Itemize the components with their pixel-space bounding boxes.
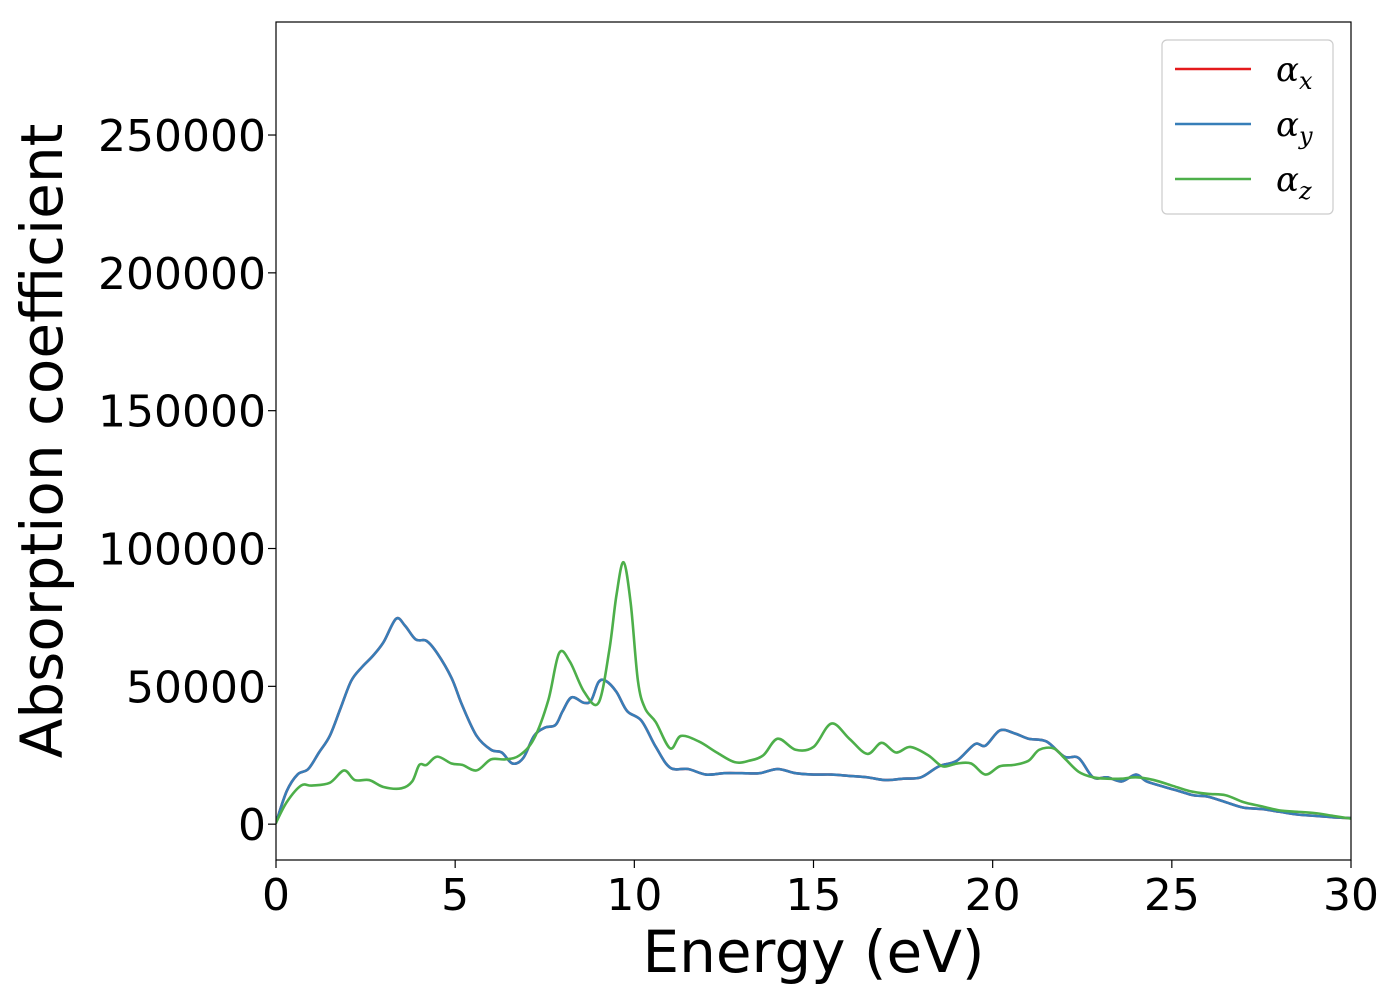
x-tick-label: 10 xyxy=(606,870,662,921)
series-line-alpha-z xyxy=(276,560,1351,825)
x-tick-label: 25 xyxy=(1144,870,1200,921)
y-axis-title: Absorption coefficient xyxy=(8,124,76,759)
y-tick-label: 200000 xyxy=(98,249,266,300)
series-line-alpha-y xyxy=(276,616,1351,825)
axes-layer: 0 5 10 15 20 25 30 0 50000 100000 150000 200000 2500… xyxy=(98,21,1379,921)
x-tick-label: 15 xyxy=(786,870,842,921)
x-tick-label: 5 xyxy=(441,870,469,921)
y-tick-label: 0 xyxy=(238,800,266,851)
legend-box xyxy=(1161,39,1334,215)
y-tick-label: 100000 xyxy=(98,525,266,576)
y-tick-label: 150000 xyxy=(98,387,266,438)
y-tick-label: 250000 xyxy=(98,111,266,162)
x-tick-label: 20 xyxy=(965,870,1021,921)
x-tick-label: 30 xyxy=(1323,870,1379,921)
x-axis-title: Energy (eV) xyxy=(642,918,984,986)
x-tick-label: 0 xyxy=(262,870,290,921)
y-tick-label: 50000 xyxy=(126,662,266,713)
series-layer xyxy=(276,560,1351,825)
